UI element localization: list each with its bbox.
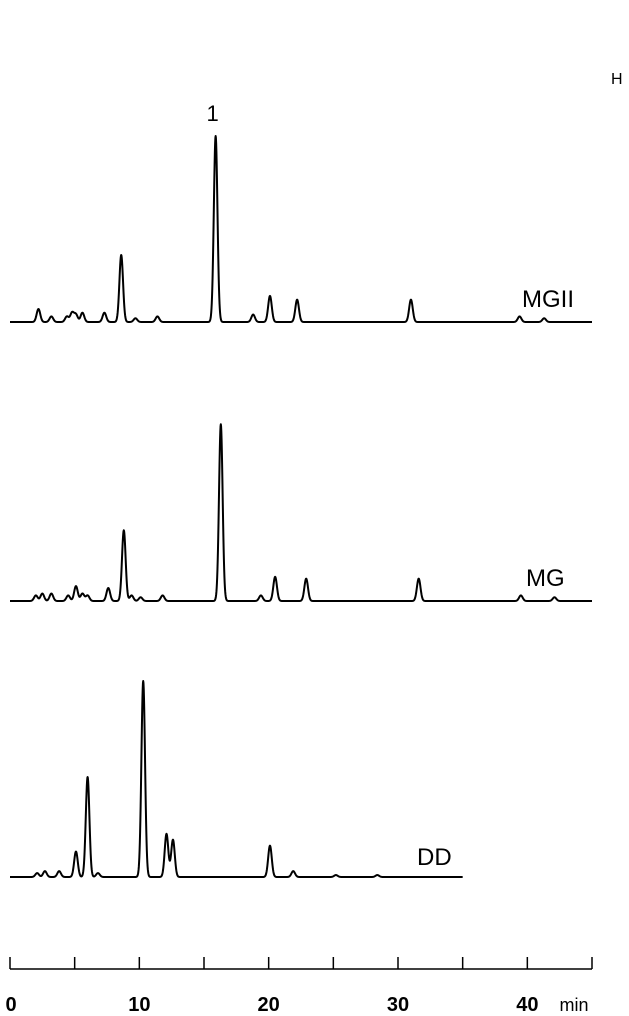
peak-point [162, 595, 163, 596]
peak-point [68, 595, 69, 596]
peak-point [544, 318, 545, 319]
trace-line [9, 135, 593, 323]
peak-point [38, 308, 39, 309]
tick-label: 40 [516, 994, 538, 1016]
time-axis: 0 10 20 30 40 min [5, 957, 593, 1016]
peak-point [35, 595, 36, 596]
peak-point [108, 587, 109, 588]
trace-mgii: MGII 1 [9, 101, 593, 323]
peak-point [66, 316, 67, 317]
peak-point [51, 316, 52, 317]
peak-point [51, 593, 52, 594]
trace-dd: DD [9, 680, 464, 878]
peak-point [59, 871, 60, 872]
peak-point [293, 871, 294, 872]
axis-unit-label: min [559, 995, 588, 1015]
peak-point [519, 316, 520, 317]
peak-point [269, 845, 270, 846]
peak-point [166, 833, 167, 834]
peak-point [87, 776, 88, 777]
peak-point [131, 595, 132, 596]
peak-point [335, 874, 336, 875]
peak-point [554, 597, 555, 598]
peak-point [37, 872, 38, 873]
peak-point [260, 595, 261, 596]
peak-point [172, 839, 173, 840]
peak-point [140, 597, 141, 598]
peak-point [97, 872, 98, 873]
trace-mg: MG [9, 423, 593, 602]
peak-point [123, 530, 124, 531]
peak-point [87, 595, 88, 596]
peak-point [104, 312, 105, 313]
corner-label: H [611, 71, 623, 88]
peak-point [135, 318, 136, 319]
peak-point [253, 314, 254, 315]
trace-label: DD [417, 844, 452, 871]
trace-line [9, 680, 464, 878]
peak-annotation: 1 [207, 101, 219, 126]
chromatogram-traces: MGII 1 MG DD [9, 101, 593, 878]
peak-point [410, 299, 411, 300]
peak-point [418, 578, 419, 579]
tick-label: 30 [387, 994, 409, 1016]
peak-point [520, 595, 521, 596]
tick-label: 20 [258, 994, 280, 1016]
peak-point [75, 851, 76, 852]
peak-point [121, 254, 122, 255]
peak-point [82, 312, 83, 313]
peak-point [143, 680, 144, 681]
peak-point [42, 593, 43, 594]
peak-point [269, 295, 270, 296]
trace-line [9, 423, 593, 602]
peak-point [75, 586, 76, 587]
tick-label: 0 [5, 994, 16, 1016]
tick-label: 10 [128, 994, 150, 1016]
peak-point [377, 874, 378, 875]
peak-point [297, 299, 298, 300]
peak-point [44, 871, 45, 872]
peak-point [71, 312, 72, 313]
peak-point [157, 316, 158, 317]
trace-label: MGII [522, 286, 574, 313]
peak-point [215, 135, 216, 136]
peak-point [75, 314, 76, 315]
peak-point [306, 578, 307, 579]
peak-point [220, 424, 221, 425]
peak-point [275, 576, 276, 577]
peak-point [82, 593, 83, 594]
trace-label: MG [526, 565, 565, 592]
